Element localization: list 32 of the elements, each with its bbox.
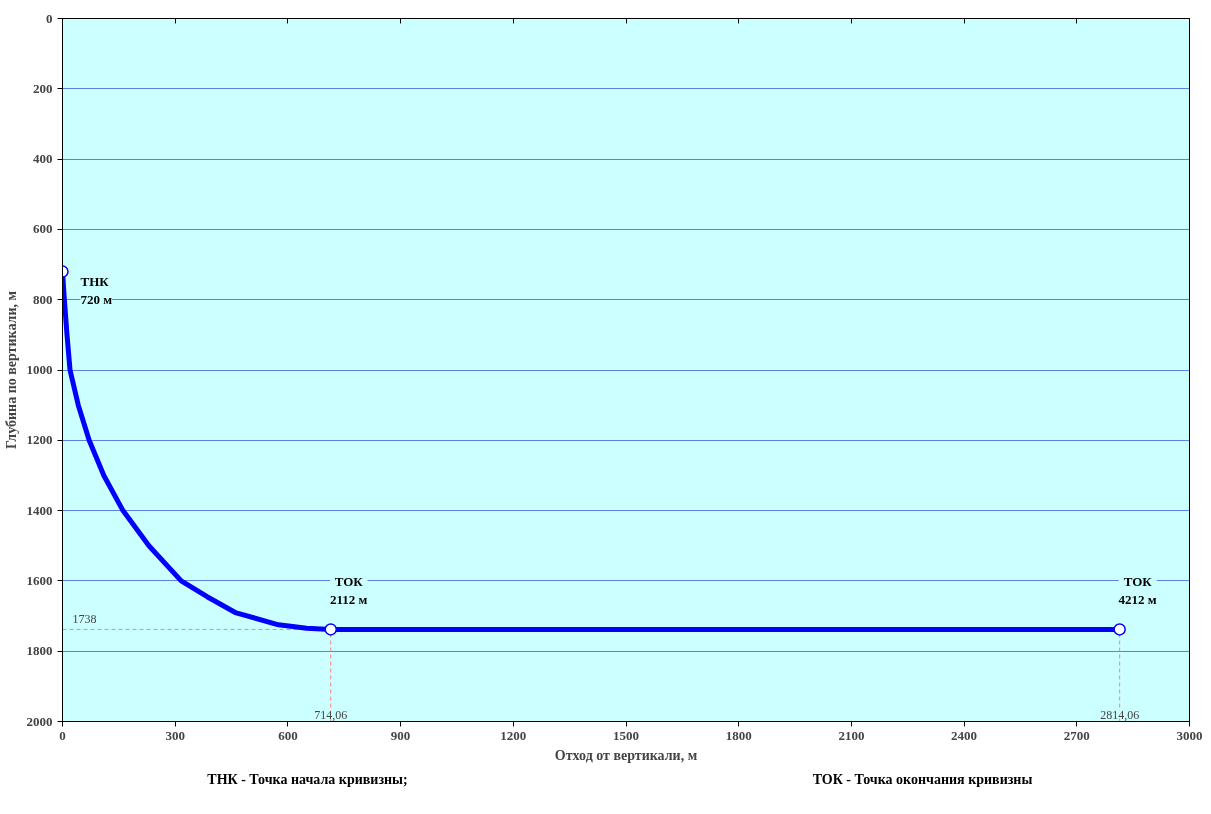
y-tick-label: 1600 xyxy=(26,572,53,588)
x-tick-label: 2400 xyxy=(951,727,978,743)
y-tick-label: 400 xyxy=(33,151,53,167)
x-tick-label: 2700 xyxy=(1063,727,1090,743)
x-tick-label: 0 xyxy=(59,727,66,743)
annotation: ТНК 720 м xyxy=(80,273,113,307)
y-tick-label: 1000 xyxy=(26,362,53,377)
x-tick-label: 1200 xyxy=(500,727,527,743)
ref-line-label: 714,06 xyxy=(314,707,348,722)
x-tick-label: 2100 xyxy=(838,727,865,743)
y-tick-label: 200 xyxy=(33,80,53,96)
y-tick-label: 1800 xyxy=(26,643,53,659)
y-tick-label: 1400 xyxy=(26,502,53,518)
y-tick-label: 600 xyxy=(33,221,53,237)
y-tick-label: 0 xyxy=(46,10,53,26)
x-tick-label: 600 xyxy=(278,727,298,743)
x-tick-label: 3000 xyxy=(1176,727,1203,743)
x-tick-label: 300 xyxy=(165,727,185,743)
y-tick-label: 2000 xyxy=(26,713,53,729)
ref-line-label: 1738 xyxy=(72,612,97,627)
x-tick-label: 900 xyxy=(390,727,411,743)
annotation: ТОК 2112 м xyxy=(330,574,368,608)
y-tick-label: 800 xyxy=(33,291,53,307)
text: ТОК - Точка окончания кривизны xyxy=(812,771,1033,789)
x-tick-label: 1800 xyxy=(725,727,752,743)
y-tick-label: 1200 xyxy=(26,432,53,448)
y-axis-title: Глубина по вертикали, м xyxy=(3,290,19,449)
x-tick-label: 1500 xyxy=(613,727,639,743)
ref-line-label: 2814,06 xyxy=(1100,707,1140,722)
annotation: ТОК 4212 м xyxy=(1118,574,1157,608)
x-axis-title: Отход от вертикали, м xyxy=(554,747,698,763)
text: ТНК - Точка начала кривизны; xyxy=(207,771,408,789)
